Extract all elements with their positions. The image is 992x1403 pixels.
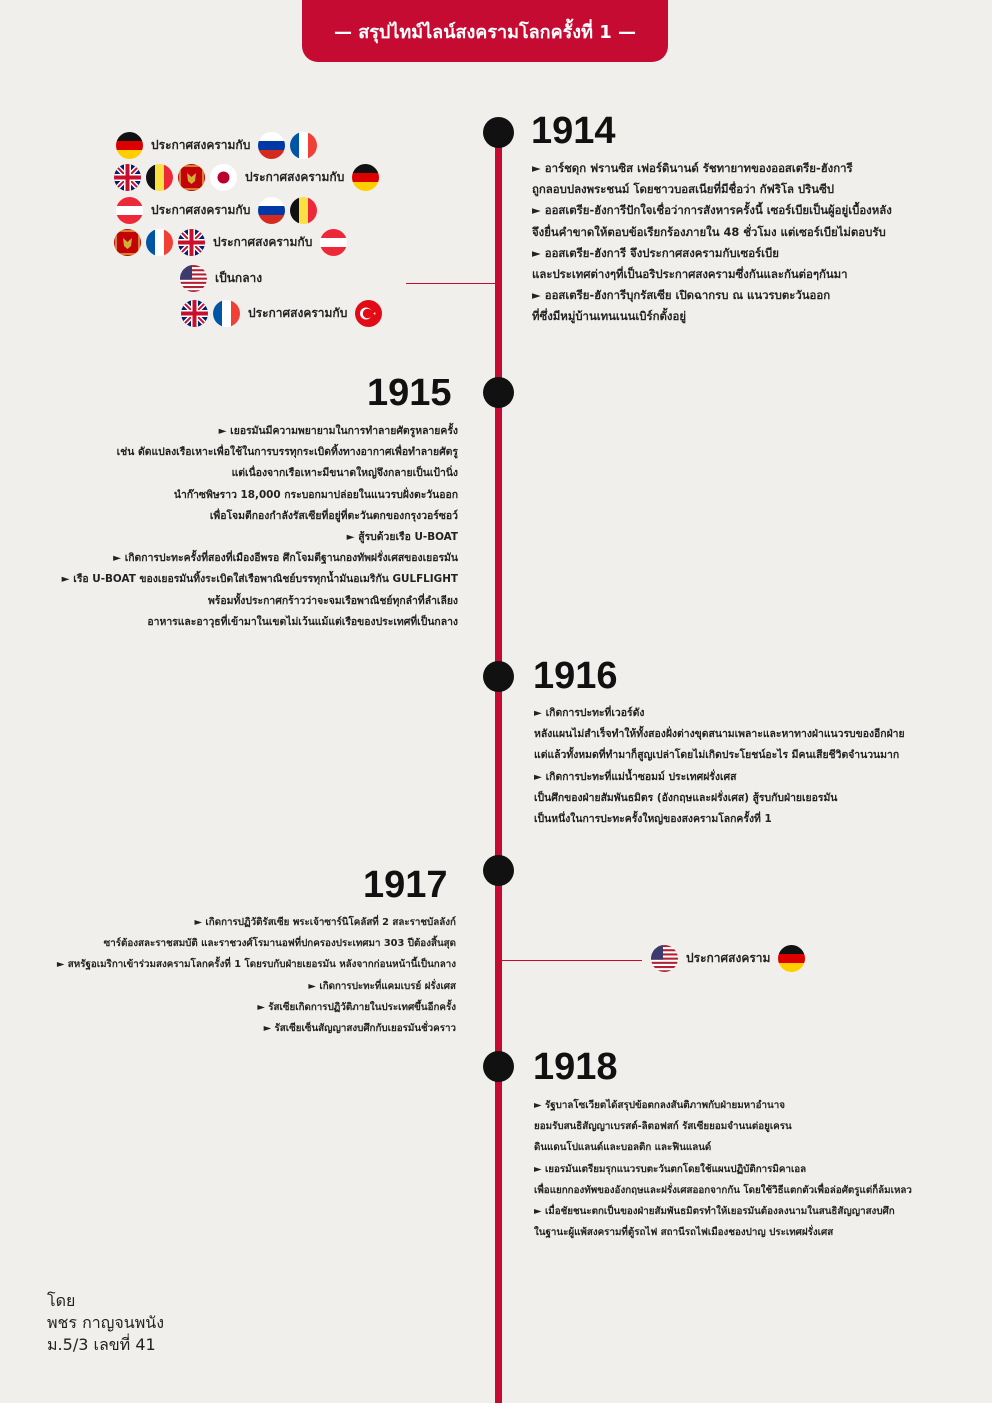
austria-flag-icon — [116, 197, 143, 224]
events-1916: ► เกิดการปะทะที่เวอร์ดัง หลังแผนไม่สำเร็… — [534, 703, 954, 830]
event-line: ► รัฐบาลโซเวียตได้สรุปข้อตกลงสันติภาพกับ… — [534, 1100, 785, 1111]
event-line: ► เมื่อชัยชนะตกเป็นของฝ่ายสัมพันธมิตรทำใ… — [534, 1206, 895, 1218]
timeline-dot-1914 — [483, 117, 514, 148]
event-line: เพื่อโจมตีกองกำลังรัสเซียที่อยู่ที่ตะวัน… — [209, 509, 458, 522]
event-line: พร้อมทั้งประกาศกร้าวว่าจะจมเรือพาณิชย์ทุ… — [207, 594, 458, 607]
declaration-row: ประกาศสงครามกับ — [116, 197, 322, 224]
author-class: ม.5/3 เลขที่ 41 — [47, 1335, 156, 1354]
france-flag-icon — [146, 229, 173, 256]
event-line: ► เกิดการปะทะที่แคมเบรย์ ฝรั่งเศส — [308, 980, 456, 992]
event-line: ที่ซึ่งมีหมู่บ้านเทนเนนเบิร์กตั้งอยู่ — [532, 309, 687, 324]
turkey-flag-icon — [355, 300, 383, 327]
uk-flag-icon — [181, 300, 208, 327]
declaration-row: ประกาศสงครามกับ — [181, 300, 387, 327]
declaration-row: ประกาศสงครามกับ — [114, 164, 384, 191]
declaration-row: ประกาศสงคราม — [651, 945, 810, 972]
germany-flag-icon — [352, 164, 380, 191]
russia-flag-icon — [258, 132, 286, 159]
event-line: ► เรือ U-BOAT ของเยอรมันทิ้งระเบิดใส่เรื… — [61, 573, 458, 586]
year-1918: 1918 — [533, 1046, 618, 1088]
event-line: ► รัสเซียเกิดการปฏิวัติภายในประเทศขึ้นอี… — [257, 1001, 456, 1013]
event-line: ► สู้รบด้วยเรือ U-BOAT — [346, 531, 458, 544]
event-line: ► เยอรมันเตรียมรุกแนวรบตะวันตกโดยใช้แผนป… — [534, 1163, 807, 1175]
event-line: ซาร์ต้องสละราชสมบัติ และราชวงศ์โรมานอฟที… — [103, 938, 456, 950]
page-title: — สรุปไทม์ไลน์สงครามโลกครั้งที่ 1 — — [334, 21, 636, 43]
event-line: อาหารและอาวุธที่เข้ามาในเขตไม่เว้นแม้แต่… — [147, 615, 458, 628]
timeline-line — [495, 118, 502, 1403]
event-line: ► เกิดการปะทะครั้งที่สองที่เมืองอีพรอ ศึ… — [113, 552, 458, 565]
event-line: เพื่อแยกกองทัพของอังกฤษและฝรั่งเศสออกจาก… — [534, 1184, 912, 1196]
declaration-text: ประกาศสงครามกับ — [245, 170, 345, 184]
event-line: ► สหรัฐอเมริกาเข้าร่วมสงครามโลกครั้งที่ … — [56, 959, 456, 971]
event-line: ในฐานะผู้แพ้สงครามที่ตู้รถไฟ สถานีรถไฟเม… — [534, 1227, 834, 1239]
event-line: เป็นศึกของฝ่ายสัมพันธมิตร (อังกฤษและฝรั่… — [534, 791, 838, 804]
declaration-row: เป็นกลาง — [180, 265, 270, 292]
connector-1917 — [502, 960, 642, 961]
uk-flag-icon — [178, 229, 205, 256]
event-line: แต่เนื่องจากเรือเหาะมีขนาดใหญ่จึงกลายเป็… — [231, 467, 458, 480]
event-line: แต่แล้วทั้งหมดที่ทำมาก็สูญเปล่าโดยไม่เกิ… — [534, 749, 900, 762]
event-line: จึงยื่นคำขาดให้ตอบข้อเรียกร้องภายใน 48 ช… — [532, 224, 886, 239]
connector-1914 — [406, 283, 496, 284]
event-line: เช่น ดัดแปลงเรือเหาะเพื่อใช้ในการบรรทุกร… — [116, 446, 458, 459]
event-line: หลังแผนไม่สำเร็จทำให้ทั้งสองฝั่งต่างขุดส… — [534, 728, 905, 741]
declaration-row: ประกาศสงครามกับ — [114, 229, 352, 256]
events-1914: ► อาร์ชดุก ฟรานซิส เฟอร์ดินานด์ รัชทายาท… — [532, 158, 952, 328]
timeline-dot-1915 — [483, 377, 514, 408]
declaration-text: เป็นกลาง — [215, 271, 263, 285]
year-1915: 1915 — [367, 372, 452, 414]
event-line: ► อาร์ชดุก ฟรานซิส เฟอร์ดินานด์ รัชทายาท… — [532, 161, 853, 175]
timeline-dot-1918 — [483, 1051, 514, 1082]
austria-flag-icon — [320, 229, 348, 256]
russia-flag-icon — [258, 197, 286, 224]
events-1915: ► เยอรมันมีความพยายามในการทำลายศัตรูหลาย… — [30, 421, 458, 633]
events-1918: ► รัฐบาลโซเวียตได้สรุปข้อตกลงสันติภาพกับ… — [534, 1095, 954, 1243]
belgium-flag-icon — [290, 197, 318, 224]
event-line: ► ออสเตรีย-ฮังการี จึงประกาศสงครามกับเซอ… — [532, 245, 779, 260]
event-line: ถูกลอบปลงพระชนม์ โดยชาวบอสเนียที่มีชื่อว… — [532, 182, 835, 197]
uk-flag-icon — [114, 164, 141, 191]
author-name: พชร กาญจนพนัง — [47, 1313, 164, 1332]
event-line: ► เกิดการปะทะที่แม่น้ำซอมม์ ประเทศฝรั่งเ… — [534, 770, 737, 783]
year-1914: 1914 — [531, 110, 616, 152]
event-line: ► เยอรมันมีความพยายามในการทำลายศัตรูหลาย… — [218, 425, 458, 437]
usa-flag-icon — [180, 265, 207, 292]
event-line: และประเทศต่างๆที่เป็นอริประกาศสงครามซึ่ง… — [532, 267, 848, 282]
page-title-banner: — สรุปไทม์ไลน์สงครามโลกครั้งที่ 1 — — [302, 0, 668, 62]
france-flag-icon — [213, 300, 240, 327]
declaration-text: ประกาศสงครามกับ — [151, 203, 251, 217]
declaration-text: ประกาศสงครามกับ — [248, 306, 348, 320]
year-1916: 1916 — [533, 655, 618, 697]
event-line: ► เกิดการปฏิวัติรัสเซีย พระเจ้าซาร์นิโคล… — [194, 917, 456, 928]
author-by: โดย — [47, 1291, 76, 1310]
france-flag-icon — [290, 132, 318, 159]
event-line: ► ออสเตรีย-ฮังการีบุกรัสเซีย เปิดฉากรบ ณ… — [532, 288, 831, 303]
event-line: ► ออสเตรีย-ฮังการีปักใจเชื่อว่าการสังหาร… — [532, 203, 892, 218]
event-line: เป็นหนึ่งในการปะทะครั้งใหญ่ของสงครามโลกค… — [534, 813, 772, 826]
declaration-text: ประกาศสงครามกับ — [213, 235, 313, 249]
events-1917: ► เกิดการปฏิวัติรัสเซีย พระเจ้าซาร์นิโคล… — [30, 912, 456, 1039]
event-line: ► เกิดการปะทะที่เวอร์ดัง — [534, 707, 645, 719]
declaration-row: ประกาศสงครามกับ — [116, 132, 322, 159]
declaration-text: ประกาศสงครามกับ — [151, 138, 251, 152]
event-line: ยอมรับสนธิสัญญาเบรสต์-ลิตอฟสก์ รัสเซียยอ… — [534, 1121, 792, 1133]
japan-flag-icon — [210, 164, 237, 191]
montenegro-flag-icon — [114, 229, 141, 256]
montenegro-flag-icon — [178, 164, 205, 191]
author-credit: โดย พชร กาญจนพนัง ม.5/3 เลขที่ 41 — [47, 1290, 164, 1356]
event-line: ► รัสเซียเซ็นสัญญาสงบศึกกับเยอรมันชั่วคร… — [263, 1023, 456, 1035]
timeline-dot-1916 — [483, 661, 514, 692]
germany-flag-icon — [778, 945, 806, 972]
timeline-dot-1917 — [483, 855, 514, 886]
event-line: ดินแดนโปแลนด์และบอลติก และฟินแลนด์ — [534, 1142, 712, 1154]
usa-flag-icon — [651, 945, 678, 972]
year-1917: 1917 — [363, 864, 448, 906]
belgium-flag-icon — [146, 164, 173, 191]
declaration-text: ประกาศสงคราม — [686, 951, 771, 965]
germany-flag-icon — [116, 132, 143, 159]
event-line: นำก๊าซพิษราว 18,000 กระบอกมาปล่อยในแนวรบ… — [173, 488, 458, 501]
